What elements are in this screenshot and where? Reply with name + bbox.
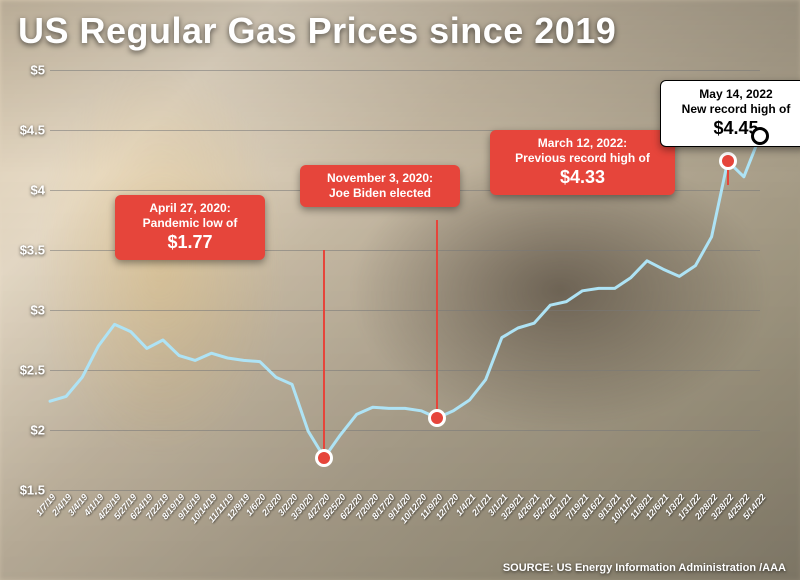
new-record-date: May 14, 2022 (671, 87, 800, 102)
y-tick-label: $3.5 (10, 243, 45, 258)
prev-record-date: March 12, 2022: (500, 136, 665, 151)
pandemic-low-date: April 27, 2020: (125, 201, 255, 216)
y-tick-label: $4 (10, 183, 45, 198)
pandemic-low-text: Pandemic low of (125, 216, 255, 231)
y-tick-label: $1.5 (10, 483, 45, 498)
biden-elected-text: Joe Biden elected (310, 186, 450, 201)
chart-title: US Regular Gas Prices since 2019 (18, 10, 616, 52)
biden-elected-marker (428, 409, 446, 427)
biden-elected-callout: November 3, 2020:Joe Biden elected (300, 165, 460, 207)
gridline (50, 490, 760, 491)
source-attribution: SOURCE: US Energy Information Administra… (503, 562, 786, 574)
pandemic-low-connector (323, 250, 325, 458)
biden-elected-date: November 3, 2020: (310, 171, 450, 186)
x-axis-labels: 1/7/192/4/193/4/194/1/194/29/195/27/196/… (50, 492, 760, 552)
prev-record-text: Previous record high of (500, 151, 665, 166)
y-tick-label: $2 (10, 423, 45, 438)
y-tick-label: $4.5 (10, 123, 45, 138)
pandemic-low-value: $1.77 (125, 231, 255, 254)
prev-record-value: $4.33 (500, 166, 665, 189)
y-tick-label: $3 (10, 303, 45, 318)
prev-record-callout: March 12, 2022:Previous record high of$4… (490, 130, 675, 195)
pandemic-low-callout: April 27, 2020:Pandemic low of$1.77 (115, 195, 265, 260)
new-record-callout: May 14, 2022New record high of$4.45 (660, 80, 800, 147)
new-record-text: New record high of (671, 102, 800, 117)
pandemic-low-marker (315, 449, 333, 467)
y-tick-label: $2.5 (10, 363, 45, 378)
new-record-value: $4.45 (671, 117, 800, 140)
y-tick-label: $5 (10, 63, 45, 78)
prev-record-marker (719, 152, 737, 170)
new-record-marker (751, 127, 769, 145)
biden-elected-connector (436, 220, 438, 418)
chart-container: US Regular Gas Prices since 2019 $1.5 $2 $… (0, 0, 800, 580)
